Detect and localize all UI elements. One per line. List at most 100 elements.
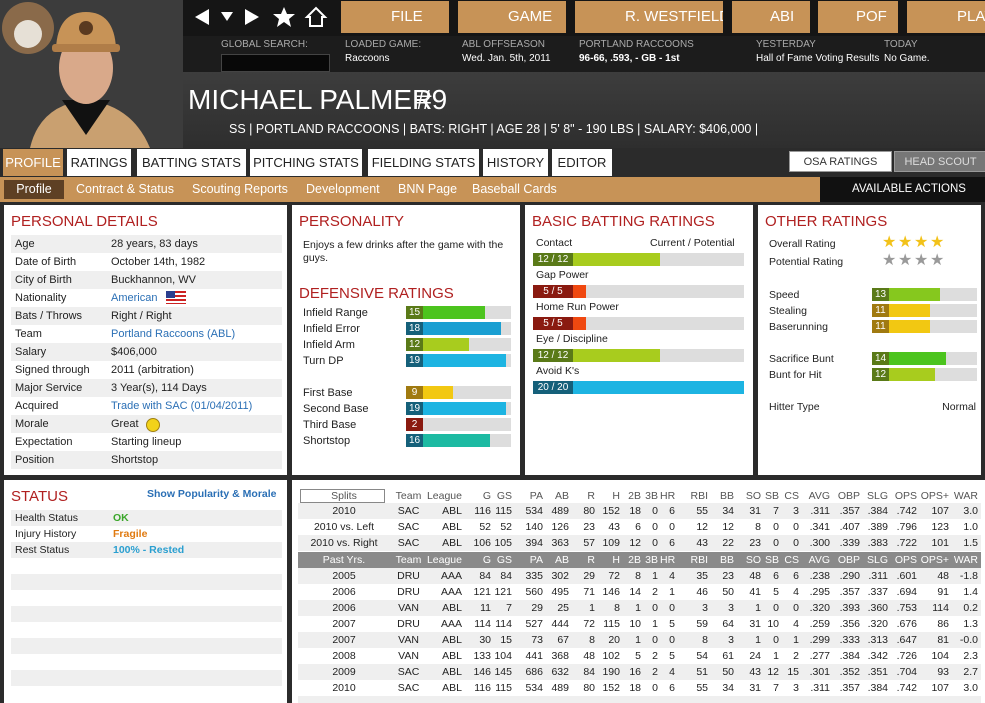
nav-icons[interactable]	[183, 0, 338, 36]
status-label: Injury History	[15, 528, 77, 540]
nav-button[interactable]: POF	[818, 1, 898, 33]
subtab[interactable]: Contract & Status	[76, 182, 174, 196]
table-row	[298, 664, 981, 680]
table-cell: .311	[810, 505, 830, 517]
table-cell: 104	[931, 650, 949, 662]
rating-label: Eye / Discipline	[536, 333, 608, 345]
table-cell: 84	[500, 570, 512, 582]
right-tab[interactable]: OSA RATINGS	[789, 151, 892, 172]
detail-label: Bats / Throws	[15, 310, 83, 322]
table-cell: 46	[696, 586, 708, 598]
header-cell: AVG	[808, 554, 830, 566]
detail-label: Position	[15, 454, 55, 466]
table-cell: 102	[602, 650, 620, 662]
detail-row	[11, 289, 282, 307]
detail-row	[11, 271, 282, 289]
table-cell: 91	[937, 586, 949, 598]
tab[interactable]: HISTORY	[483, 149, 548, 176]
bar-track	[533, 317, 744, 330]
detail-label: Salary	[15, 346, 47, 358]
table-cell: 1	[669, 586, 675, 598]
table-cell: 686	[525, 666, 543, 678]
table-cell: .383	[867, 537, 888, 549]
subtab[interactable]: Development	[306, 182, 380, 196]
table-cell: 2010 vs. Left	[313, 521, 375, 533]
table-row	[298, 535, 981, 551]
table-cell: ABL	[442, 521, 462, 533]
search-input[interactable]	[221, 54, 330, 72]
subtab[interactable]: Scouting Reports	[192, 182, 288, 196]
table-row	[298, 632, 981, 648]
rating-bar	[533, 381, 744, 394]
table-cell: .259	[809, 618, 830, 630]
detail-value: American	[111, 292, 158, 304]
table-cell: .601	[896, 570, 917, 582]
rating-value: Normal	[942, 401, 976, 413]
header-cell: GS	[496, 490, 512, 502]
table-cell: 560	[525, 586, 543, 598]
table-row	[298, 616, 981, 632]
nav-button[interactable]: GAME	[458, 1, 566, 33]
table-cell: .357	[839, 505, 860, 517]
tab[interactable]: FIELDING STATS	[368, 149, 479, 176]
detail-row	[11, 253, 282, 271]
table-cell: VAN	[398, 650, 419, 662]
header-cell: SLG	[866, 554, 888, 566]
detail-label: Age	[15, 238, 35, 250]
detail-label: Expectation	[15, 436, 73, 448]
status-link[interactable]: Show Popularity & Morale	[147, 488, 277, 500]
table-cell: ABL	[442, 650, 462, 662]
detail-value: Buckhannon, WV	[111, 274, 196, 286]
detail-value: Great	[111, 418, 139, 430]
rating-label: Gap Power	[536, 269, 589, 281]
table-cell: 59	[696, 618, 708, 630]
table-cell: 126	[551, 521, 569, 533]
tab[interactable]: EDITOR	[552, 149, 612, 176]
table-cell: 116	[474, 505, 491, 517]
table-cell: 31	[749, 618, 761, 630]
actions[interactable]: AVAILABLE ACTIONS	[820, 177, 985, 202]
detail-row	[11, 343, 282, 361]
nav-button[interactable]: PLAY	[907, 1, 985, 33]
info-label: PORTLAND RACCOONS	[579, 39, 694, 50]
table-cell: 1	[589, 602, 595, 614]
table-cell: 0	[773, 634, 779, 646]
table-cell: 114	[474, 618, 491, 630]
rating-badge: 19	[406, 402, 423, 415]
table-cell: 2007	[332, 634, 356, 646]
table-cell: 1.4	[963, 586, 978, 598]
tab[interactable]: PITCHING STATS	[250, 149, 362, 176]
detail-row	[11, 361, 282, 379]
nav-button[interactable]: R. WESTFIELD	[575, 1, 723, 33]
right-tab[interactable]: HEAD SCOUT	[894, 151, 985, 172]
table-cell: 4	[669, 666, 675, 678]
table-cell: 441	[525, 650, 543, 662]
table-cell: 84	[583, 666, 595, 678]
table-cell: 0	[669, 602, 675, 614]
nav-button[interactable]: FILE	[341, 1, 449, 33]
table-cell: ABL	[442, 505, 462, 517]
star: ★	[930, 234, 945, 251]
subtab[interactable]: Profile	[4, 180, 64, 199]
tab[interactable]: RATINGS	[67, 149, 131, 176]
rating-bar	[406, 402, 506, 415]
panel	[525, 205, 753, 475]
table-cell: 7	[773, 505, 779, 517]
detail-row	[11, 451, 282, 469]
tab[interactable]: PROFILE	[3, 149, 63, 176]
header-cell: 2B	[628, 490, 641, 502]
legend-text: Current / Potential	[650, 237, 735, 249]
table-cell: .360	[867, 602, 888, 614]
subtab[interactable]: Baseball Cards	[472, 182, 557, 196]
table-header	[298, 552, 981, 568]
table-cell: ABL	[442, 634, 462, 646]
table-cell: DRU	[397, 586, 420, 598]
subtab[interactable]: BNN Page	[398, 182, 458, 196]
splits-dropdown[interactable]	[300, 489, 385, 503]
table-cell: 12	[696, 521, 708, 533]
tab[interactable]: BATTING STATS	[137, 149, 246, 176]
rating-label: Infield Range	[303, 307, 368, 319]
table-cell: 20	[608, 634, 620, 646]
star: ★	[882, 252, 897, 269]
nav-button[interactable]: ABI	[732, 1, 810, 33]
